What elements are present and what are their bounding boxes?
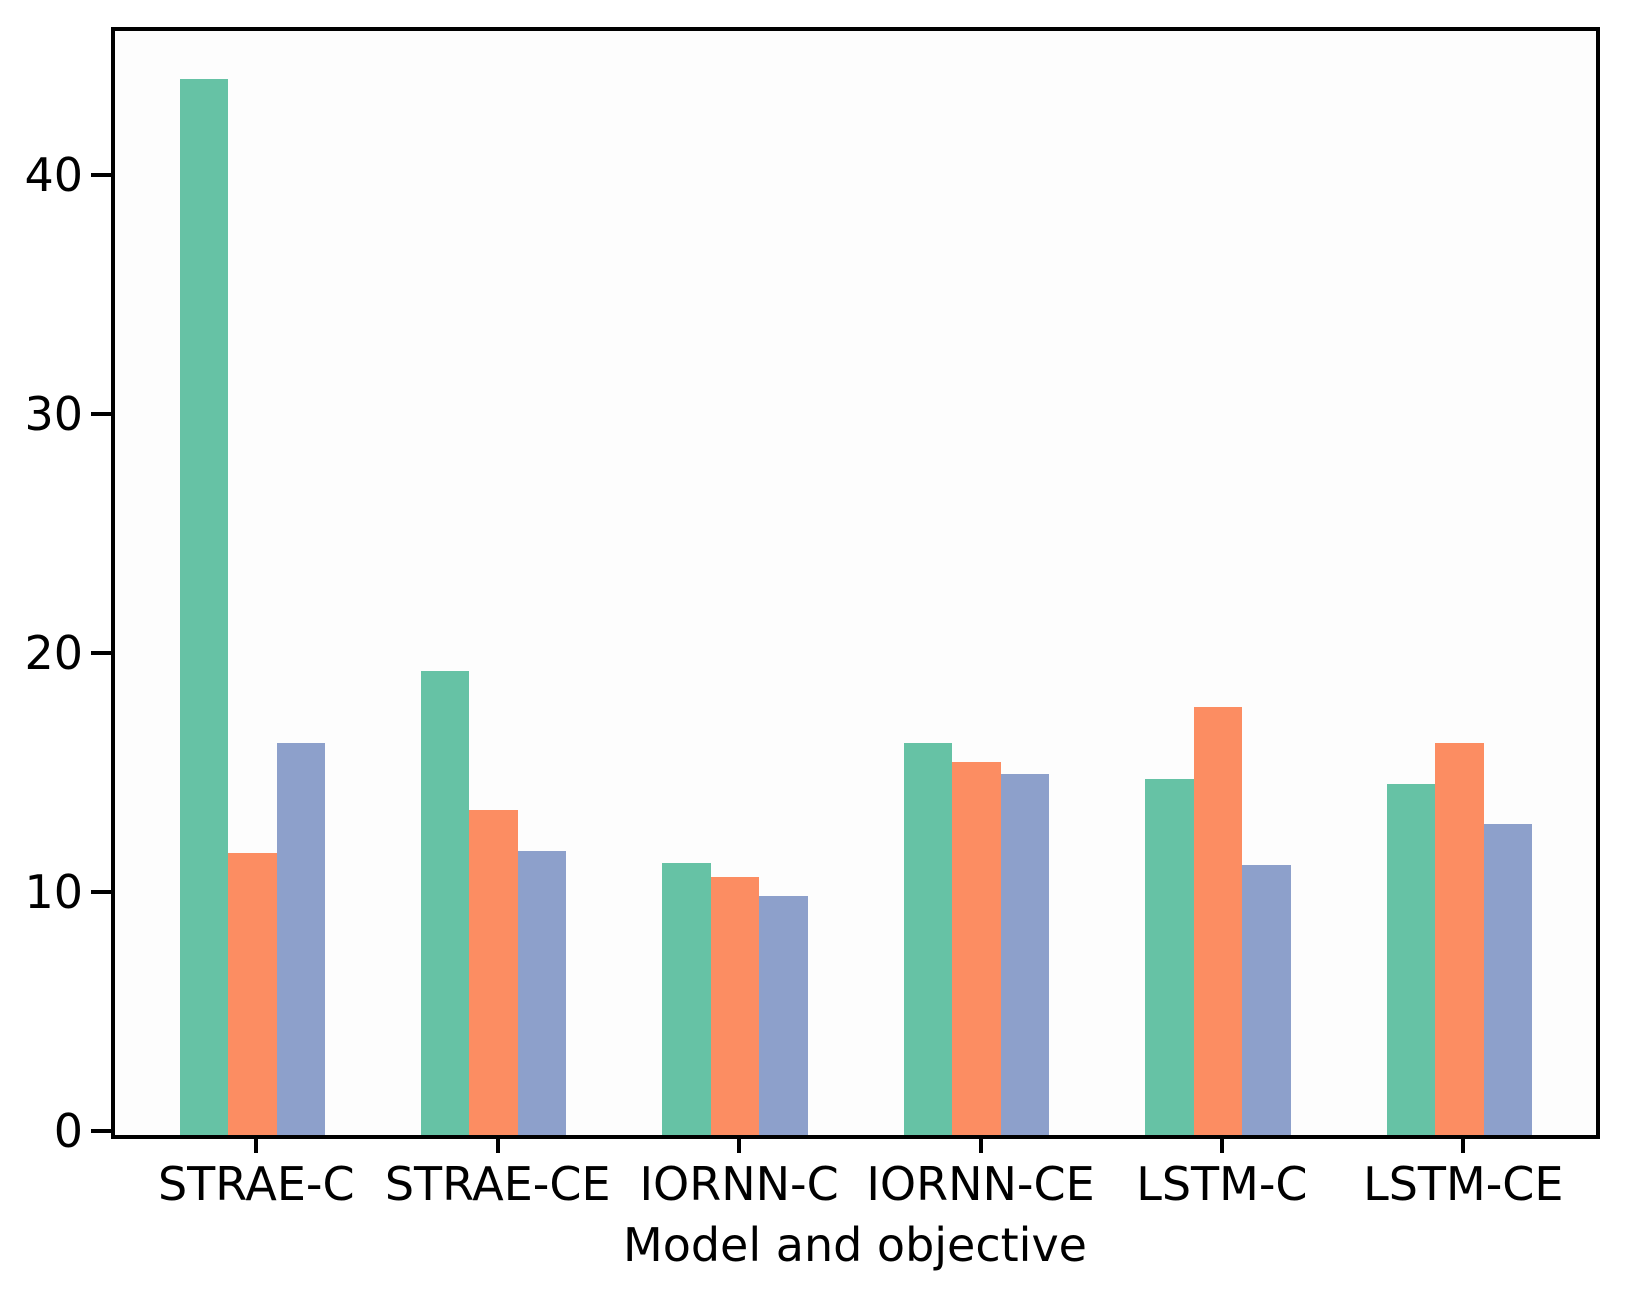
x-tick-mark-iornn-c bbox=[737, 1135, 742, 1153]
bar-series-green-lstm-c bbox=[1145, 778, 1194, 1135]
plot-box: 0 10 20 30 40 STRAE-C STRAE-CE IORNN-C IORNN-CE L… bbox=[24, 27, 1600, 1207]
bar-series-orange-strae-ce bbox=[469, 810, 518, 1135]
y-tick-mark-10 bbox=[91, 890, 111, 895]
y-tick-label-30: 30 bbox=[24, 387, 83, 442]
x-tick-mark-strae-ce bbox=[495, 1135, 500, 1153]
bar-series-blue-strae-c bbox=[276, 743, 326, 1135]
y-tick-mark-0 bbox=[91, 1129, 111, 1133]
x-tick-mark-lstm-c bbox=[1219, 1135, 1224, 1153]
bar-series-orange-iornn-ce bbox=[952, 762, 1001, 1135]
bar-series-green-strae-c bbox=[179, 78, 229, 1135]
bar-series-green-iornn-ce bbox=[903, 743, 953, 1135]
x-axis-title: Model and objective bbox=[623, 1218, 1087, 1272]
bar-series-orange-lstm-ce bbox=[1435, 743, 1484, 1135]
bar-series-orange-iornn-c bbox=[710, 876, 760, 1135]
y-tick-mark-30 bbox=[91, 412, 111, 417]
bar-series-blue-strae-ce bbox=[517, 850, 567, 1135]
x-tick-label-iornn-ce: IORNN-CE bbox=[866, 1157, 1095, 1211]
bar-series-blue-iornn-c bbox=[759, 896, 808, 1135]
bar-series-green-strae-ce bbox=[420, 671, 470, 1135]
y-tick-label-20: 20 bbox=[24, 626, 83, 681]
bar-series-green-lstm-ce bbox=[1386, 783, 1436, 1135]
y-tick-mark-20 bbox=[91, 651, 111, 656]
bar-series-blue-lstm-ce bbox=[1483, 824, 1533, 1135]
plot-area bbox=[115, 31, 1596, 1135]
x-tick-label-strae-c: STRAE-C bbox=[157, 1157, 355, 1211]
y-tick-mark-40 bbox=[91, 173, 111, 178]
x-tick-mark-iornn-ce bbox=[978, 1135, 983, 1153]
x-tick-mark-strae-c bbox=[254, 1135, 259, 1153]
bar-series-blue-iornn-ce bbox=[1000, 774, 1050, 1135]
bar-series-blue-lstm-c bbox=[1242, 864, 1291, 1135]
x-tick-label-strae-ce: STRAE-CE bbox=[384, 1157, 611, 1211]
x-tick-label-lstm-c: LSTM-C bbox=[1136, 1157, 1308, 1211]
x-tick-label-iornn-c: IORNN-C bbox=[639, 1157, 839, 1211]
y-tick-label-40: 40 bbox=[24, 148, 83, 203]
y-tick-label-10: 10 bbox=[24, 865, 83, 920]
x-tick-label-lstm-ce: LSTM-CE bbox=[1363, 1157, 1564, 1211]
bar-series-orange-strae-c bbox=[228, 853, 277, 1135]
bar-series-orange-lstm-c bbox=[1193, 707, 1243, 1135]
x-tick-mark-lstm-ce bbox=[1461, 1135, 1466, 1153]
y-tick-label-0: 0 bbox=[53, 1104, 83, 1158]
bar-series-green-iornn-c bbox=[662, 862, 711, 1135]
